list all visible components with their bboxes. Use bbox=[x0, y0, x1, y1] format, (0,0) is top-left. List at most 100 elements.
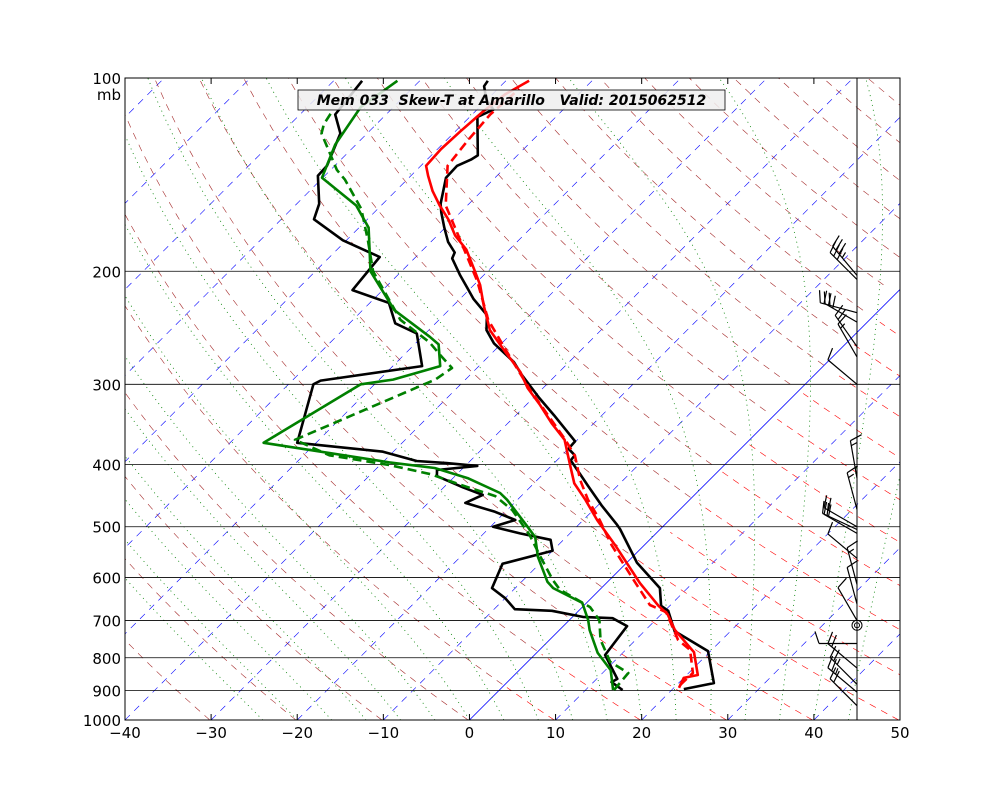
background-lines bbox=[0, 78, 1000, 720]
wind-barb-flag bbox=[829, 241, 837, 253]
y-tick-label: 900 bbox=[92, 683, 121, 701]
isotherm-line bbox=[125, 78, 768, 720]
wind-barb-flag bbox=[827, 631, 834, 644]
wind-barb-flag bbox=[837, 577, 847, 589]
dry-adiabat-line bbox=[377, 78, 737, 436]
dry-adiabat-line bbox=[506, 687, 555, 720]
wind-barb-flag bbox=[827, 293, 832, 306]
wind-barb-flag bbox=[829, 667, 837, 680]
pressure-level-lines bbox=[125, 78, 900, 720]
wind-barb-staff bbox=[846, 472, 858, 510]
dry-adiabat-line bbox=[778, 78, 900, 181]
wind-barb-calm bbox=[851, 619, 863, 631]
moist-adiabat-line bbox=[718, 78, 811, 720]
wind-barb-flag bbox=[832, 295, 836, 309]
wind-barb-flag bbox=[827, 497, 832, 511]
x-tick-label: −10 bbox=[368, 724, 400, 742]
x-tick-label: 10 bbox=[546, 724, 565, 742]
dry-adiabat-line bbox=[721, 471, 900, 586]
y-unit-label: mb bbox=[97, 86, 121, 104]
wind-barb-staff bbox=[829, 252, 858, 280]
isotherm-line bbox=[125, 78, 509, 463]
dry-adiabat-line bbox=[125, 558, 297, 720]
wind-barb-staff bbox=[849, 440, 858, 479]
isotherm-line bbox=[469, 288, 900, 720]
wind-barb-staff bbox=[823, 513, 858, 534]
wind-barb-staff bbox=[829, 678, 858, 707]
wind-barb-flag bbox=[827, 521, 834, 535]
dry-adiabat-line bbox=[154, 78, 602, 587]
x-tick-label: 40 bbox=[804, 724, 823, 742]
wind-barb-flag bbox=[850, 434, 862, 442]
x-tick-label: 0 bbox=[465, 724, 475, 742]
member-dewpoint-line bbox=[295, 79, 629, 692]
isotherm-line bbox=[0, 78, 78, 720]
wind-barb-flag bbox=[837, 314, 847, 325]
dry-adiabat-line bbox=[541, 654, 641, 720]
wind-barb-calm bbox=[854, 622, 860, 629]
dry-adiabat-line bbox=[510, 78, 824, 366]
wind-barb-half-flag bbox=[841, 252, 847, 259]
x-tick-label: −40 bbox=[109, 724, 141, 742]
x-tick-label: −20 bbox=[281, 724, 313, 742]
y-tick-label: 600 bbox=[92, 570, 121, 588]
wind-barb-flag bbox=[846, 559, 859, 568]
wind-barb-half-flag bbox=[840, 323, 846, 329]
dry-adiabat-line bbox=[287, 78, 691, 498]
dry-adiabat-line bbox=[919, 271, 1000, 720]
wind-barb-half-flag bbox=[834, 668, 839, 675]
dry-adiabat-line bbox=[607, 590, 813, 720]
isotherm-line bbox=[125, 78, 423, 376]
wind-barb-flag bbox=[827, 655, 834, 668]
control-temperature-line bbox=[444, 87, 695, 686]
chart-title: Mem 033 Skew-T at Amarillo Valid: 201506… bbox=[317, 93, 706, 109]
wind-barb-flag bbox=[823, 501, 828, 515]
isotherm-line bbox=[125, 78, 251, 204]
dry-adiabat-line bbox=[689, 78, 900, 258]
dry-adiabat-line bbox=[746, 442, 900, 543]
wind-barb-staff bbox=[834, 315, 858, 347]
wind-barb-flag bbox=[814, 631, 820, 644]
wind-barb-flag bbox=[827, 347, 834, 361]
moist-adiabat-line bbox=[125, 295, 470, 720]
moist-adiabat-line bbox=[568, 78, 756, 720]
isotherm-line bbox=[125, 78, 595, 549]
isotherm-line bbox=[125, 78, 337, 290]
wind-barb-flag bbox=[833, 649, 840, 662]
x-tick-label: 50 bbox=[890, 724, 909, 742]
wind-barb-half-flag bbox=[850, 442, 858, 447]
wind-barb-staff bbox=[827, 667, 858, 693]
dry-adiabat-line bbox=[125, 392, 469, 720]
wind-barb-flag bbox=[846, 540, 859, 549]
wind-barb-staff bbox=[827, 533, 858, 559]
dry-adiabat-line bbox=[902, 298, 1000, 720]
dry-adiabat-line bbox=[777, 418, 900, 501]
wind-barb-half-flag bbox=[836, 658, 841, 665]
wind-barb-flag bbox=[823, 290, 828, 304]
plot-frame bbox=[124, 77, 901, 721]
wind-barb-staff bbox=[846, 567, 858, 605]
wind-barb-staff bbox=[846, 547, 858, 585]
dry-adiabat-line bbox=[555, 78, 839, 334]
wind-barb-staff bbox=[837, 587, 858, 621]
y-tick-label: 800 bbox=[92, 650, 121, 668]
isotherm-line bbox=[297, 116, 900, 720]
dry-adiabat-line bbox=[125, 213, 537, 651]
profiles bbox=[262, 79, 716, 692]
wind-barb-flag bbox=[818, 290, 821, 303]
moist-adiabat-line bbox=[265, 78, 643, 720]
isotherm-line bbox=[210, 78, 854, 720]
title-box-background bbox=[297, 89, 726, 111]
wind-barbs bbox=[814, 235, 863, 707]
member-temperature-line bbox=[439, 80, 716, 691]
wind-barb-flag bbox=[833, 244, 840, 257]
y-tick-label: 100 bbox=[92, 70, 121, 88]
moist-adiabat-line bbox=[345, 78, 677, 720]
x-tick-label: 20 bbox=[632, 724, 651, 742]
dry-adiabat-line bbox=[125, 113, 568, 617]
x-tick-label: −30 bbox=[195, 724, 227, 742]
dry-adiabat-line bbox=[984, 242, 1000, 720]
wind-barb-flag bbox=[826, 502, 830, 516]
dry-adiabat-line bbox=[332, 78, 712, 465]
